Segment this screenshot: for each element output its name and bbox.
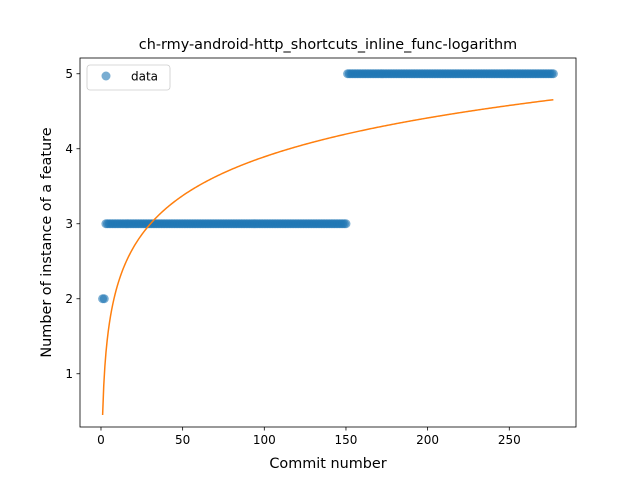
data-point: [548, 69, 558, 79]
fit-curve: [101, 98, 554, 416]
x-tick-label: 100: [253, 433, 276, 447]
y-tick-label: 4: [65, 142, 73, 156]
y-tick-label: 1: [65, 367, 73, 381]
legend-box: [86, 64, 171, 91]
data-point: [341, 219, 351, 229]
legend-label-data: data: [131, 70, 158, 84]
x-tick-label: 200: [416, 433, 439, 447]
legend: data: [86, 64, 171, 91]
plot-area: [98, 69, 558, 416]
x-tick-label: 250: [498, 433, 521, 447]
data-point: [99, 294, 109, 304]
x-tick-label: 50: [175, 433, 190, 447]
y-tick-label: 5: [65, 67, 73, 81]
axes-frame: [79, 57, 577, 428]
y-axis-label: Number of instance of a feature: [39, 127, 55, 357]
y-tick-label: 3: [65, 217, 73, 231]
axis-ticks: 0 50 100 150 200 250 1 2 3 4 5: [65, 67, 520, 447]
x-tick-label: 150: [335, 433, 358, 447]
chart-title: ch-rmy-android-http_shortcuts_inline_fun…: [139, 37, 517, 53]
y-tick-label: 2: [65, 292, 73, 306]
legend-marker: [101, 71, 111, 81]
x-axis-label: Commit number: [269, 456, 386, 472]
x-tick-label: 0: [97, 433, 105, 447]
